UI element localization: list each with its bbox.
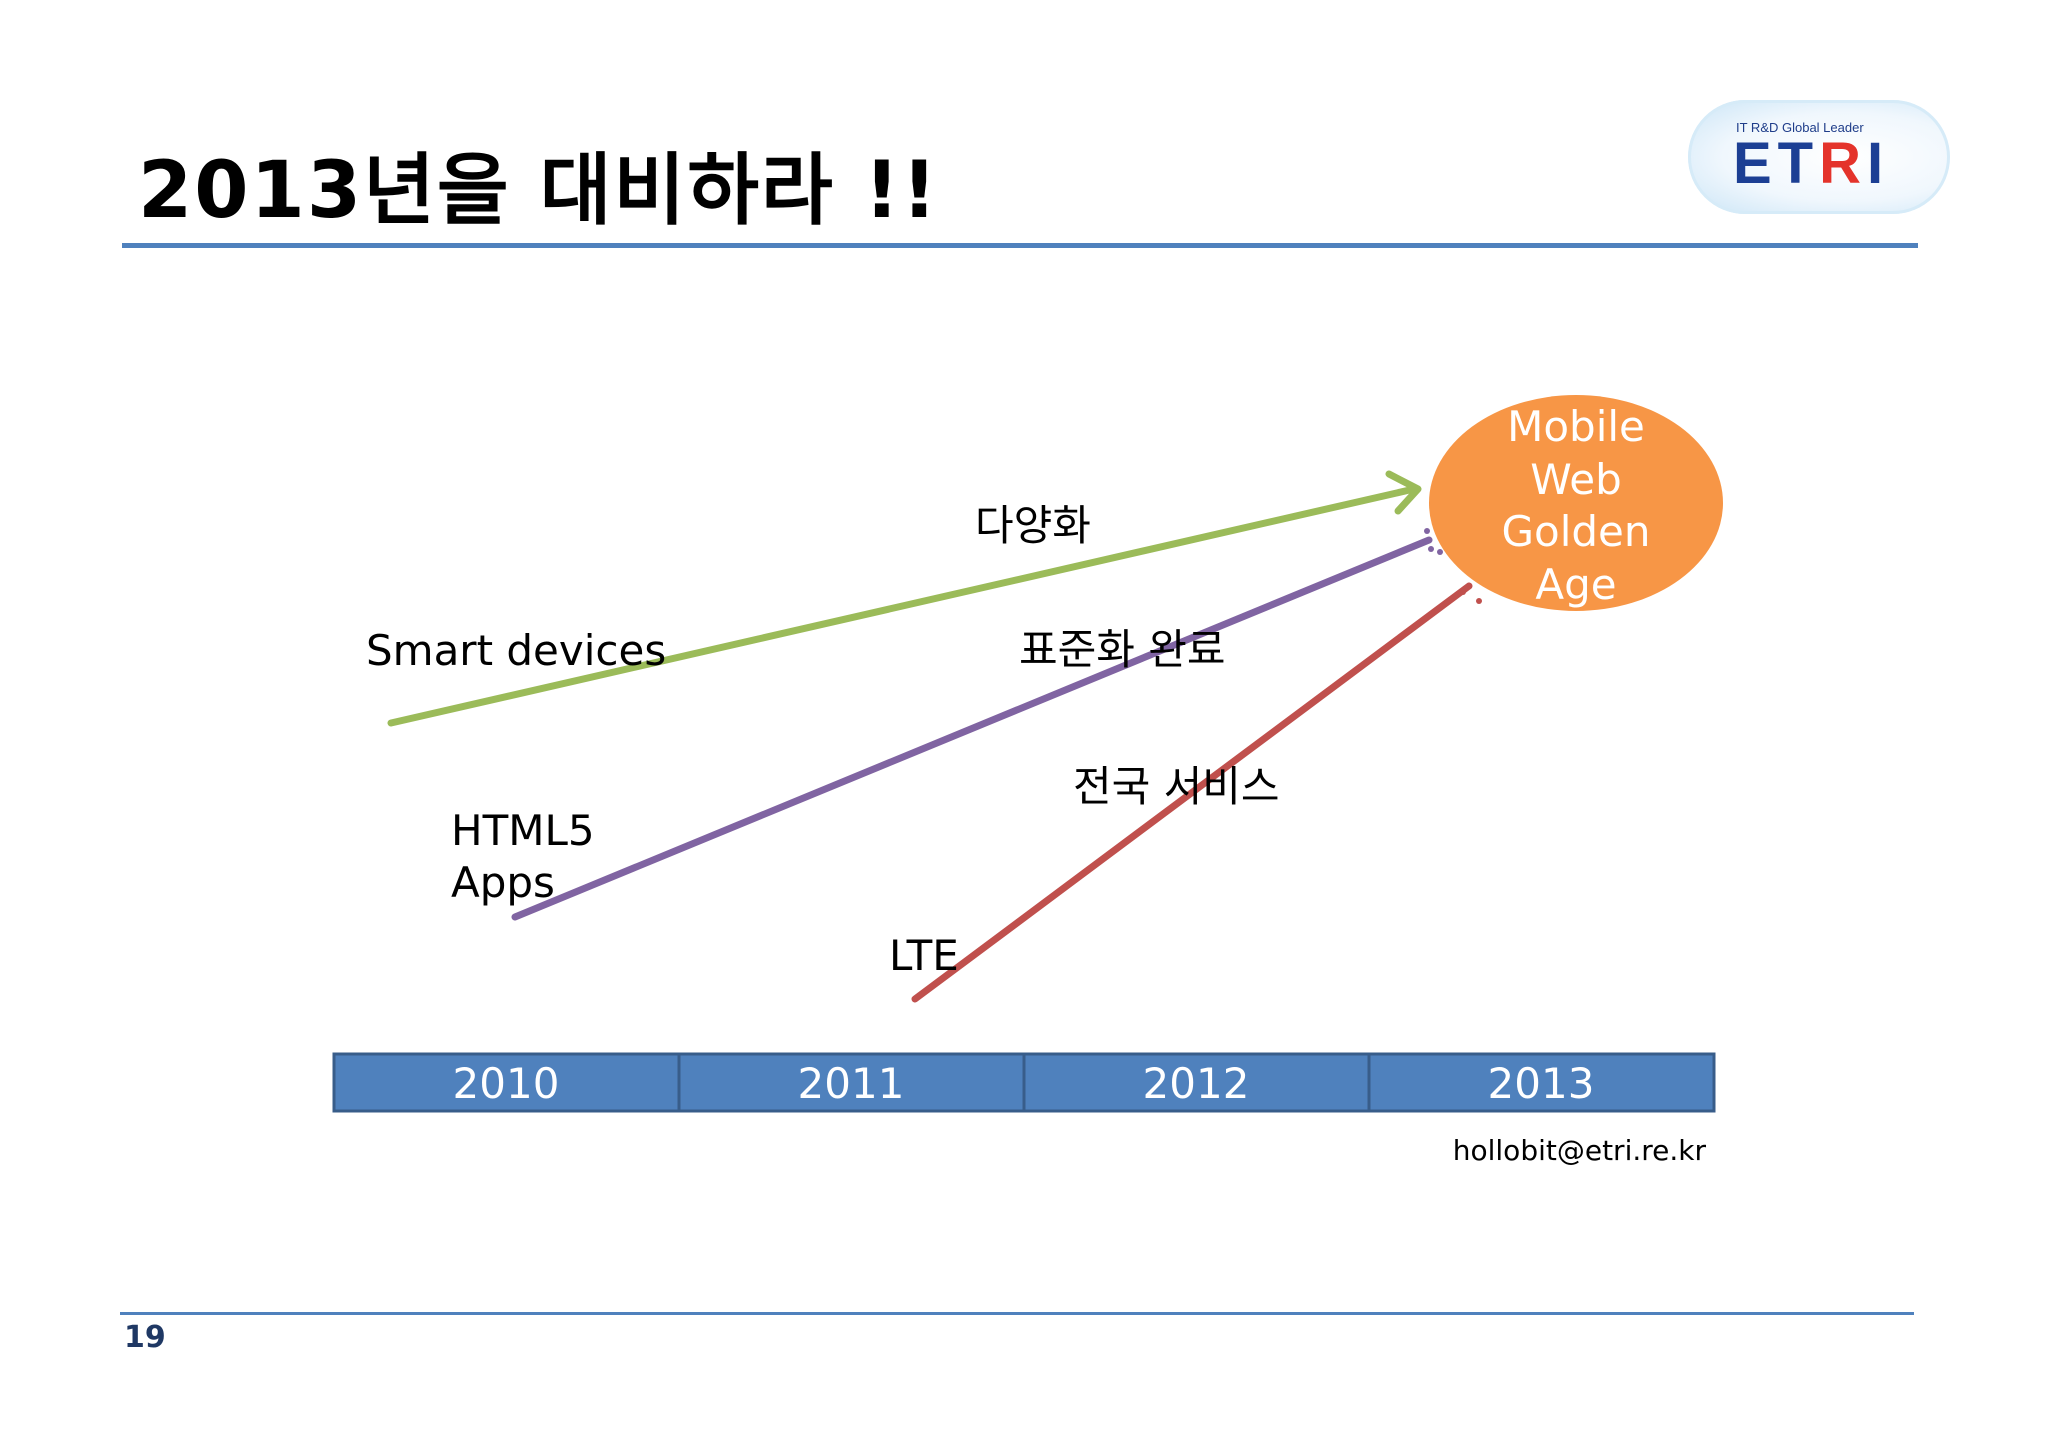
contact-email: hollobit@etri.re.kr xyxy=(1453,1134,1707,1167)
html5-arrowhead-dot xyxy=(1437,549,1443,555)
nationwide-service-label: 전국 서비스 xyxy=(1073,762,1280,811)
lte-arrowhead-dot xyxy=(1460,589,1466,595)
logo-wordmark: ETRI xyxy=(1733,130,1889,197)
timeline-cell-2013 xyxy=(1367,1052,1716,1113)
timeline-year-2011: 2011 xyxy=(798,1059,905,1108)
slide-title: 2013년을 대비하라 !! xyxy=(138,146,940,236)
logo-name-tail: I xyxy=(1867,131,1890,196)
timeline-cell-2010 xyxy=(332,1052,681,1113)
standardization-label: 표준화 완료 xyxy=(1019,625,1226,674)
title-divider xyxy=(122,243,1918,248)
html5-label-line-1: HTML5 xyxy=(451,806,595,855)
goal-line-4: Age xyxy=(1535,560,1616,609)
timeline-year-2013: 2013 xyxy=(1488,1059,1595,1108)
timeline-cell-2011 xyxy=(677,1052,1026,1113)
footer-divider xyxy=(120,1312,1914,1315)
diversification-label: 다양화 xyxy=(975,501,1091,550)
timeline-year-2010: 2010 xyxy=(453,1059,560,1108)
lte-arrowhead-dot xyxy=(1476,598,1482,604)
timeline-year-2012: 2012 xyxy=(1143,1059,1250,1108)
logo-tagline: IT R&D Global Leader xyxy=(1736,120,1864,135)
goal-ellipse xyxy=(1429,395,1723,611)
goal-line-2: Web xyxy=(1530,455,1622,504)
lte-label: LTE xyxy=(889,931,959,980)
html5-label-line-2: Apps xyxy=(451,858,555,907)
html5-arrow xyxy=(511,536,1433,921)
goal-line-3: Golden xyxy=(1501,507,1650,556)
smart-devices-arrow xyxy=(387,485,1418,727)
smart-devices-arrowhead xyxy=(1385,470,1422,515)
logo-name-main: ET xyxy=(1733,131,1820,196)
html5-arrowhead-dot xyxy=(1424,528,1430,534)
logo-name-accent: R xyxy=(1819,131,1868,196)
smart-devices-label: Smart devices xyxy=(366,626,666,675)
goal-line-1: Mobile xyxy=(1507,402,1645,451)
lte-arrow xyxy=(911,582,1473,1003)
html5-arrowhead-dot xyxy=(1428,546,1434,552)
etri-logo: IT R&D Global Leader ETRI xyxy=(1688,100,1950,214)
page-number: 19 xyxy=(124,1320,166,1355)
